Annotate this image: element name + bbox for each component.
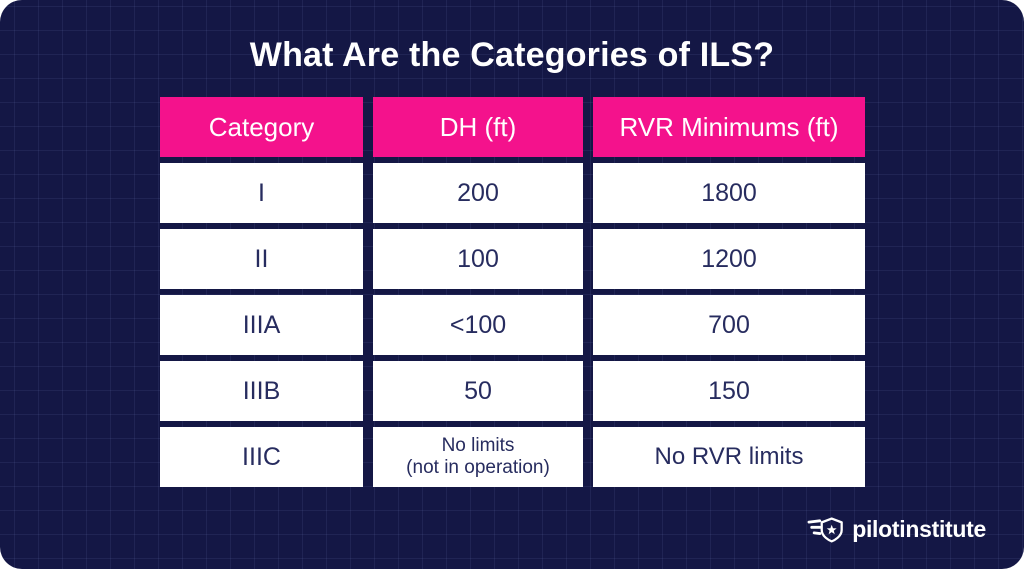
winged-star-badge-icon (807, 515, 845, 544)
ils-categories-table: Category DH (ft) RVR Minimums (ft) I 200… (160, 97, 865, 487)
cell-row5-dh: No limits (not in operation) (373, 427, 583, 487)
header-cell-rvr: RVR Minimums (ft) (593, 97, 865, 157)
cell-row3-dh: <100 (373, 295, 583, 355)
cell-row3-category: IIIA (160, 295, 363, 355)
cell-row4-dh: 50 (373, 361, 583, 421)
pilot-institute-logo: pilotinstitute (807, 515, 986, 544)
page-title: What Are the Categories of ILS? (249, 36, 775, 74)
cell-row5-category: IIIC (160, 427, 363, 487)
logo-text: pilotinstitute (852, 516, 986, 542)
cell-row1-dh: 200 (373, 163, 583, 223)
cell-row1-rvr: 1800 (593, 163, 865, 223)
cell-row4-rvr: 150 (593, 361, 865, 421)
header-cell-category: Category (160, 97, 363, 157)
header-cell-dh: DH (ft) (373, 97, 583, 157)
cell-row2-rvr: 1200 (593, 229, 865, 289)
cell-row1-category: I (160, 163, 363, 223)
cell-row5-rvr: No RVR limits (593, 427, 865, 487)
cell-row2-category: II (160, 229, 363, 289)
cell-row4-category: IIIB (160, 361, 363, 421)
cell-row2-dh: 100 (373, 229, 583, 289)
cell-row3-rvr: 700 (593, 295, 865, 355)
